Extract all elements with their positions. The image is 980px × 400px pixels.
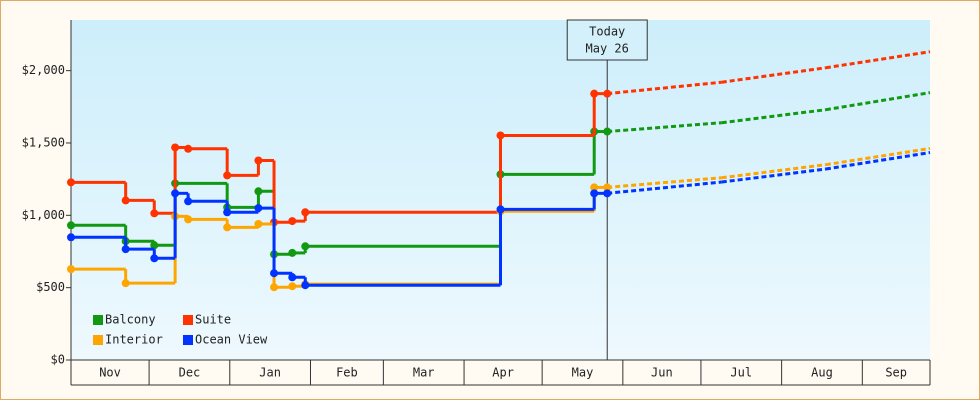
legend-swatch [93,315,103,325]
point [301,208,310,217]
point [496,205,505,214]
point [603,89,612,98]
forecast-line [721,167,827,184]
x-tick-label: May [572,366,594,380]
point [223,171,232,180]
point [590,89,599,98]
forecast-line [825,151,931,171]
point [288,273,297,282]
point [254,220,263,228]
legend-label: Suite [195,313,231,327]
x-tick-label: Mar [413,366,435,380]
forecast-line [607,180,722,195]
legend-swatch [93,335,103,345]
point [590,189,599,198]
legend-swatch [183,335,193,345]
forecast-line [721,108,827,125]
point [150,209,159,218]
x-tick-label: Jul [730,366,752,380]
legend-label: Interior [105,333,163,347]
point [603,189,612,198]
forecast-line [721,163,827,180]
point [184,144,193,153]
point [288,248,297,257]
point [67,178,75,187]
point [171,143,180,152]
point [223,223,232,232]
x-tick-label: Aug [811,366,833,380]
x-tick-label: Sep [885,366,907,380]
x-tick-label: Apr [492,366,514,380]
y-tick-label: $1,000 [22,208,65,222]
legend-label: Balcony [105,313,156,327]
point [184,215,193,224]
forecast-line [825,91,931,112]
point [254,187,263,196]
forecast-line [825,146,931,167]
point [603,183,612,192]
point [496,131,505,140]
point [67,265,75,274]
point [150,254,159,263]
today-label: Today [589,25,625,39]
point [223,208,232,217]
x-tick-label: Dec [179,366,201,380]
y-tick-label: $0 [51,353,65,367]
x-tick-label: Feb [336,366,358,380]
point [121,196,130,205]
x-tick-label: Jan [259,366,281,380]
legend-swatch [183,315,193,325]
x-tick-label: Nov [99,366,121,380]
point [301,281,310,290]
point [254,204,263,213]
forecast-line [607,80,722,96]
point [184,197,193,206]
point [67,233,75,242]
today-box [566,19,648,61]
legend-label: Ocean View [195,333,268,347]
forecast-line [721,66,827,84]
point [603,127,612,136]
point [171,189,180,198]
point [121,245,130,254]
point [254,156,263,165]
today-label: May 26 [586,42,629,56]
forecast-line [825,50,931,70]
y-tick-label: $1,500 [22,135,65,149]
y-tick-label: $500 [36,280,65,294]
point [288,217,297,226]
x-tick-label: Jun [651,366,673,380]
point [270,283,279,292]
point [301,242,310,251]
point [590,183,599,192]
point [150,241,159,250]
point [121,279,130,288]
y-tick-label: $2,000 [22,63,65,77]
forecast-line [607,176,722,189]
point [288,282,297,291]
forecast-line [607,121,722,134]
point [270,269,279,278]
point [67,221,75,230]
